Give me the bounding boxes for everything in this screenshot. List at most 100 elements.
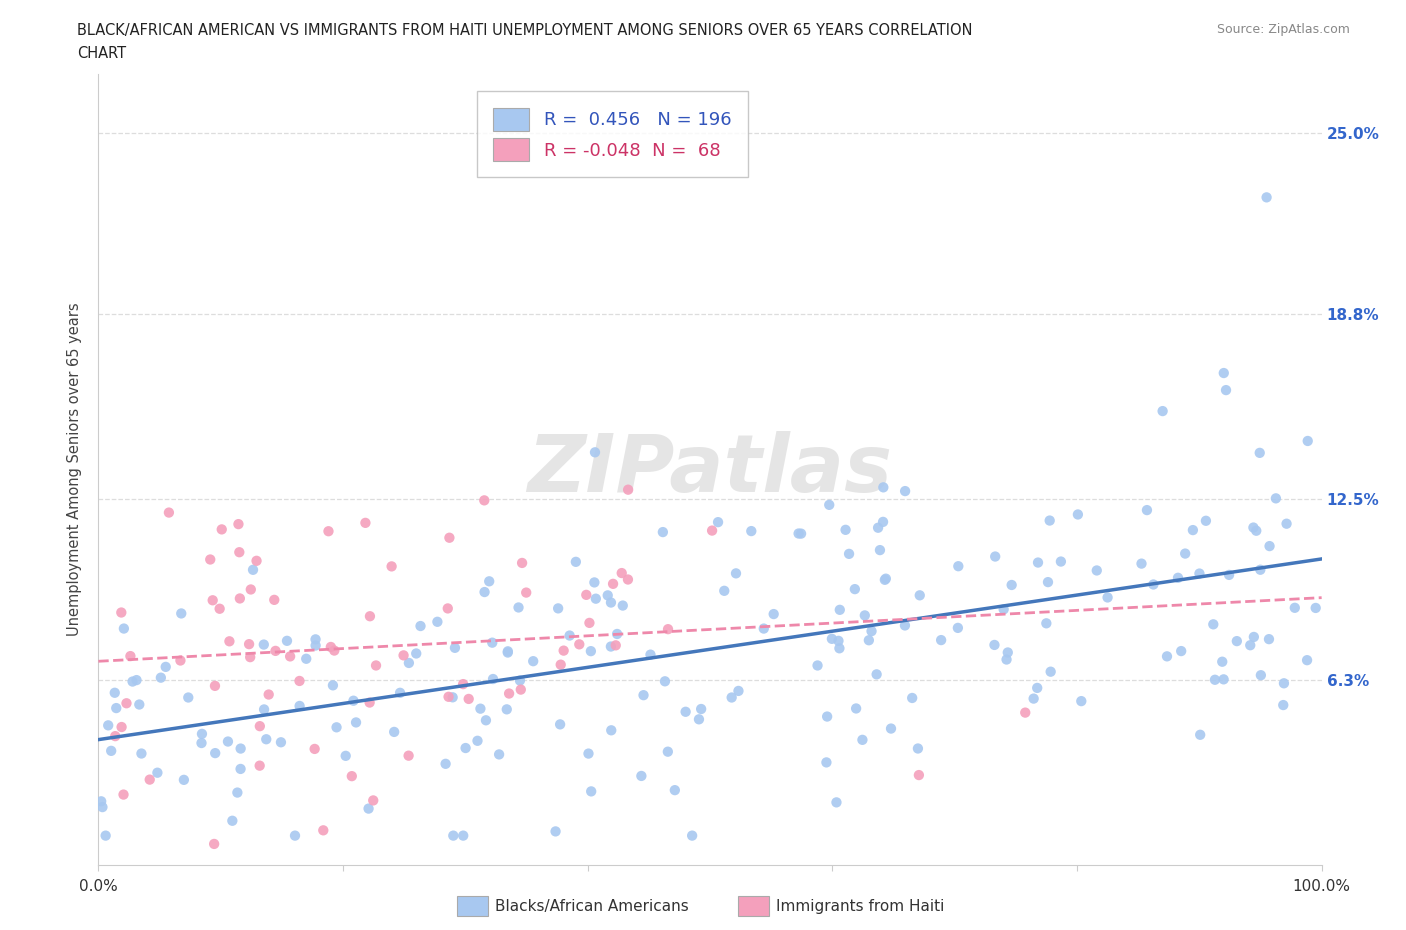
Point <box>617 572 640 587</box>
Point <box>481 635 503 650</box>
Point <box>472 493 495 508</box>
Point <box>382 724 405 739</box>
Point <box>720 690 742 705</box>
Text: ZIPatlas: ZIPatlas <box>527 431 893 509</box>
Point <box>434 756 457 771</box>
Point <box>1070 694 1092 709</box>
Point <box>149 671 172 685</box>
Point <box>995 652 1018 667</box>
Text: Source: ZipAtlas.com: Source: ZipAtlas.com <box>1216 23 1350 36</box>
Point <box>872 514 894 529</box>
Point <box>436 601 458 616</box>
Point <box>121 674 143 689</box>
Point <box>875 571 897 586</box>
Point <box>806 658 828 673</box>
Point <box>1142 577 1164 591</box>
Point <box>508 600 530 615</box>
Point <box>752 621 775 636</box>
Point <box>948 559 970 574</box>
Point <box>105 700 128 715</box>
Point <box>1195 513 1218 528</box>
Point <box>713 583 735 598</box>
Point <box>288 673 311 688</box>
Point <box>253 702 276 717</box>
Point <box>228 545 250 560</box>
Point <box>1272 676 1295 691</box>
Point <box>295 651 318 666</box>
Point <box>444 641 467 656</box>
Point <box>454 740 477 755</box>
Point <box>112 787 135 802</box>
Point <box>605 638 627 653</box>
Point <box>1215 382 1237 397</box>
Point <box>475 713 498 728</box>
Point <box>1239 638 1261 653</box>
Text: Immigrants from Haiti: Immigrants from Haiti <box>776 899 945 914</box>
Point <box>270 735 292 750</box>
Point <box>880 721 903 736</box>
Point <box>553 644 575 658</box>
Point <box>318 524 340 538</box>
Point <box>550 658 572 672</box>
Point <box>602 577 624 591</box>
Point <box>276 633 298 648</box>
Point <box>579 784 602 799</box>
Point <box>568 637 591 652</box>
Point <box>585 591 607 606</box>
Point <box>640 647 662 662</box>
Point <box>818 498 841 512</box>
Point <box>278 649 301 664</box>
Point <box>323 644 346 658</box>
Point <box>1035 616 1057 631</box>
Point <box>304 638 326 653</box>
Point <box>547 601 569 616</box>
Point <box>242 563 264 578</box>
Point <box>787 526 810 541</box>
Point <box>707 514 730 529</box>
Point <box>138 772 160 787</box>
Point <box>651 525 673 539</box>
Point <box>228 517 250 532</box>
Point <box>229 591 252 605</box>
Point <box>322 678 344 693</box>
Point <box>239 582 262 597</box>
Point <box>579 644 602 658</box>
Point <box>146 765 169 780</box>
Point <box>610 565 633 580</box>
Point <box>1241 520 1264 535</box>
Point <box>155 659 177 674</box>
Point <box>1001 578 1024 592</box>
Point <box>110 605 132 620</box>
Point <box>202 836 225 851</box>
Point <box>1026 555 1049 570</box>
Point <box>451 677 474 692</box>
Point <box>578 616 600 631</box>
Point <box>398 656 420 671</box>
Point <box>1296 653 1319 668</box>
Point <box>633 687 655 702</box>
Point <box>997 645 1019 660</box>
Point <box>1189 727 1212 742</box>
Point <box>249 719 271 734</box>
Point <box>97 718 120 733</box>
Point <box>510 555 533 570</box>
Point <box>1212 365 1234 380</box>
Point <box>844 581 866 596</box>
Point <box>868 520 890 535</box>
Point <box>578 746 600 761</box>
Point <box>1152 404 1174 418</box>
Point <box>264 644 287 658</box>
Point <box>354 515 377 530</box>
Point <box>217 734 239 749</box>
Point <box>908 767 931 782</box>
Point <box>612 598 634 613</box>
Point <box>470 701 492 716</box>
Point <box>208 602 231 617</box>
Point <box>1039 513 1062 528</box>
Point <box>263 592 285 607</box>
Point <box>457 692 479 707</box>
Point <box>865 667 887 682</box>
Point <box>869 543 891 558</box>
Point <box>284 829 307 844</box>
Point <box>359 695 381 710</box>
